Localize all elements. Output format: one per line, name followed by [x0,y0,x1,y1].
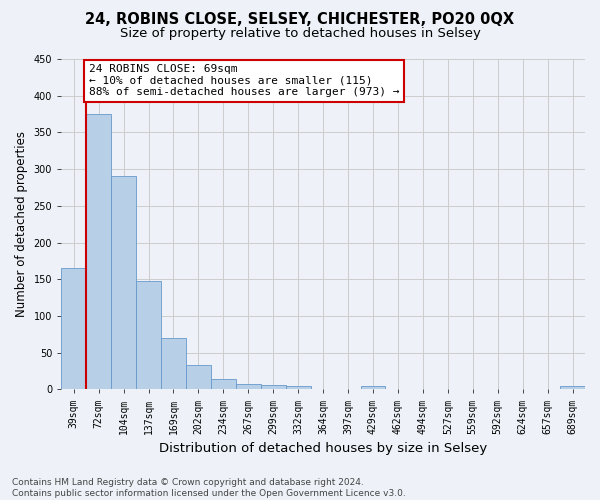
Bar [161,338,186,390]
Bar [61,268,86,390]
Bar [261,385,286,390]
Bar [211,379,236,390]
Bar [136,282,161,390]
Text: 24 ROBINS CLOSE: 69sqm
← 10% of detached houses are smaller (115)
88% of semi-de: 24 ROBINS CLOSE: 69sqm ← 10% of detached… [89,64,399,98]
Text: Size of property relative to detached houses in Selsey: Size of property relative to detached ho… [119,28,481,40]
Bar [236,384,261,390]
X-axis label: Distribution of detached houses by size in Selsey: Distribution of detached houses by size … [159,442,487,455]
Bar [111,176,136,390]
Bar [86,114,111,390]
Text: 24, ROBINS CLOSE, SELSEY, CHICHESTER, PO20 0QX: 24, ROBINS CLOSE, SELSEY, CHICHESTER, PO… [85,12,515,28]
Text: Contains HM Land Registry data © Crown copyright and database right 2024.
Contai: Contains HM Land Registry data © Crown c… [12,478,406,498]
Y-axis label: Number of detached properties: Number of detached properties [15,131,28,317]
Bar [286,386,311,390]
Bar [186,365,211,390]
Bar [560,386,585,390]
Bar [361,386,385,390]
